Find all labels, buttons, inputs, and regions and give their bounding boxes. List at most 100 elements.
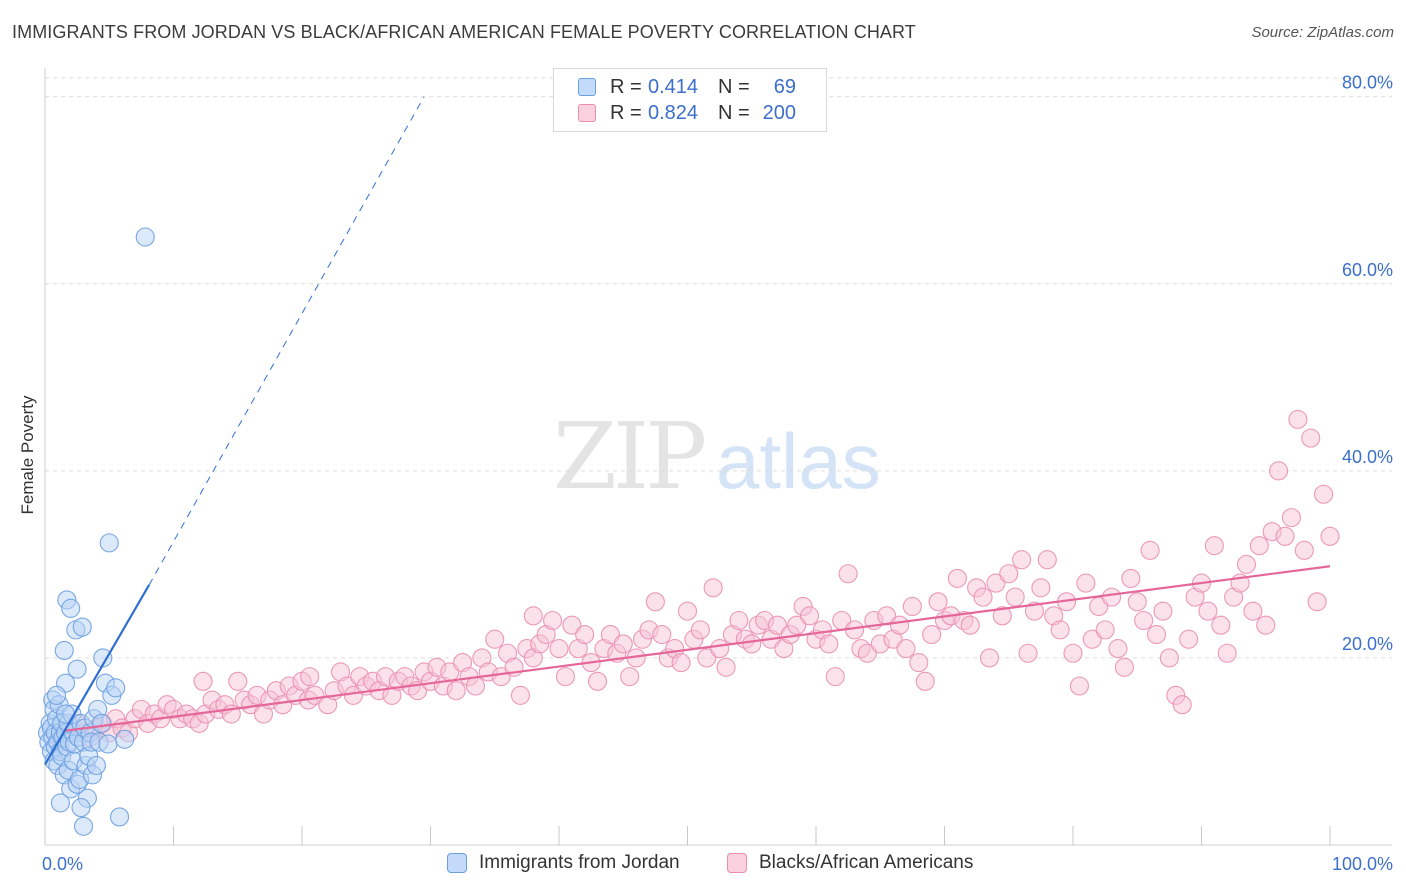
data-point-pink [1204, 536, 1224, 556]
data-point-pink [1198, 601, 1218, 621]
data-point-pink [562, 615, 582, 635]
data-point-pink [300, 667, 320, 687]
data-point-pink [485, 629, 505, 649]
data-point-blue [115, 729, 135, 749]
data-point-pink [613, 634, 633, 654]
data-point-pink [600, 624, 620, 645]
y-tick-label: 40.0% [1342, 447, 1393, 467]
n-value: 69 [773, 75, 796, 98]
legend-swatch-blue [578, 78, 596, 96]
data-point-pink [1050, 620, 1070, 640]
data-point-pink [1320, 526, 1340, 546]
data-point-pink [1127, 592, 1147, 612]
y-axis-label: Female Poverty [18, 395, 37, 515]
r-value: 0.824 [648, 101, 699, 124]
data-point-pink [787, 615, 807, 635]
legend-item-jordan[interactable]: Immigrants from Jordan [447, 852, 680, 874]
legend-label-black: Blacks/African Americans [759, 852, 974, 873]
data-point-pink [800, 606, 820, 626]
data-point-pink [992, 606, 1012, 626]
data-point-pink [928, 592, 948, 612]
data-point-pink [1269, 461, 1289, 481]
y-tick-label: 80.0% [1342, 73, 1393, 93]
data-point-pink [979, 648, 1000, 668]
data-point-pink [1243, 601, 1263, 621]
r-label: R = [610, 101, 642, 124]
data-point-pink [228, 671, 248, 691]
n-label: N = [718, 101, 750, 124]
data-point-pink [575, 624, 595, 645]
data-point-pink [697, 648, 717, 668]
series-legend: Immigrants from Jordan Blacks/African Am… [0, 852, 1406, 878]
data-point-pink [1063, 643, 1083, 663]
data-point-pink [491, 667, 511, 687]
r-label: R = [610, 75, 642, 98]
data-point-pink [1102, 587, 1122, 607]
legend-item-black[interactable]: Blacks/African Americans [727, 852, 973, 874]
data-point-blue [74, 816, 94, 836]
data-point-pink [1012, 550, 1032, 570]
data-point-pink [1108, 639, 1128, 659]
data-point-pink [555, 667, 575, 687]
data-point-pink [587, 671, 608, 691]
watermark-zip: ZIP [553, 403, 704, 510]
y-tick-label: 60.0% [1342, 260, 1393, 280]
data-point-blue [67, 659, 87, 679]
data-point-pink [716, 657, 736, 677]
data-point-pink [986, 573, 1006, 593]
data-point-pink [193, 671, 213, 691]
data-point-pink [1146, 624, 1167, 645]
data-point-pink [909, 653, 929, 673]
data-point-pink [1236, 554, 1257, 574]
data-point-pink [1076, 573, 1096, 593]
data-point-blue [71, 798, 91, 818]
data-point-pink [543, 610, 563, 631]
data-point-pink [1179, 629, 1199, 649]
data-point-pink [1089, 596, 1109, 617]
data-point-pink [1153, 601, 1173, 621]
data-point-pink [767, 615, 788, 635]
legend-label-jordan: Immigrants from Jordan [479, 852, 680, 873]
x-tick-label: 0.0% [42, 854, 83, 874]
data-point-pink [1281, 508, 1301, 528]
data-point-pink [645, 592, 665, 612]
data-point-pink [1069, 676, 1089, 696]
data-point-pink [1037, 550, 1057, 570]
data-point-blue [54, 640, 74, 660]
data-point-blue [72, 617, 92, 637]
data-point-pink [1005, 587, 1025, 607]
legend-row-jordan: R = 0.414 N = 69 [578, 75, 796, 99]
data-point-pink [446, 681, 466, 701]
data-point-pink [857, 643, 877, 663]
data-point-pink [1256, 615, 1276, 635]
data-point-pink [947, 568, 967, 588]
data-point-pink [729, 610, 749, 631]
data-point-blue [106, 678, 126, 698]
legend-row-black: R = 0.824 N = 200 [578, 101, 796, 125]
data-point-pink [973, 587, 993, 607]
data-point-pink [825, 667, 845, 687]
data-point-pink [1082, 629, 1102, 649]
data-point-pink [677, 601, 698, 621]
legend-swatch-blue [447, 853, 467, 873]
y-tick-label: 20.0% [1342, 634, 1393, 654]
data-point-pink [922, 624, 942, 645]
data-point-blue [47, 685, 67, 705]
watermark-atlas: atlas [716, 417, 881, 505]
data-point-pink [620, 667, 640, 687]
data-point-pink [902, 596, 922, 617]
correlation-legend: R = 0.414 N = 69 R = 0.824 N = 200 [553, 68, 827, 132]
data-point-pink [1114, 657, 1134, 677]
data-point-pink [1134, 610, 1154, 631]
data-point-pink [652, 624, 672, 645]
data-point-pink [465, 676, 486, 696]
data-point-pink [1140, 540, 1160, 560]
source-credit: Source: ZipAtlas.com [1251, 24, 1394, 41]
data-point-pink [1288, 409, 1308, 429]
data-point-pink [1024, 601, 1044, 621]
data-point-pink [889, 615, 910, 635]
data-point-pink [838, 564, 858, 584]
trendline-jordan [44, 584, 151, 766]
trendline-jordan-extension [148, 96, 425, 586]
